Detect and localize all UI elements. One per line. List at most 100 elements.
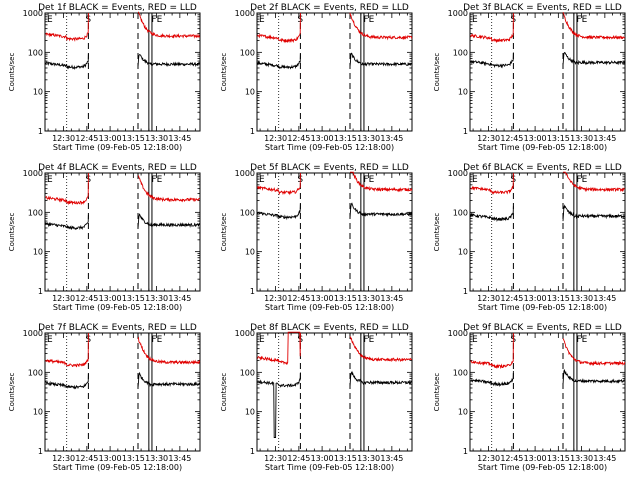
marker-label-fe: FE	[151, 175, 162, 185]
y-tick-label: 1000	[235, 9, 255, 18]
x-axis-label: Start Time (09-Feb-05 12:18:00)	[53, 463, 182, 472]
x-tick-label: 13:30	[357, 294, 380, 303]
y-tick-label: 1	[463, 127, 468, 136]
panel-det-7f: Det 7f BLACK = Events, RED = LLD 1 10 100 10…	[8, 323, 201, 472]
events-series-line	[562, 204, 626, 222]
y-tick-label: 100	[28, 48, 43, 57]
events-series-line	[470, 52, 514, 69]
x-tick-label: 13:00	[524, 134, 547, 143]
x-tick-label: 12:30	[264, 454, 287, 463]
y-axis-label: Counts/sec	[433, 213, 441, 252]
x-tick-label: 13:15	[334, 294, 357, 303]
lld-series-line	[563, 171, 625, 193]
panel-det-4f: Det 4f BLACK = Events, RED = LLD 1 10 100 10…	[8, 163, 201, 312]
y-tick-label: 1000	[23, 9, 43, 18]
lld-series-line	[257, 331, 301, 366]
x-tick-label: 13:30	[357, 454, 380, 463]
panel-det-9f: Det 9f BLACK = Events, RED = LLD 1 10 100 10…	[433, 323, 626, 472]
x-axis-label: Start Time (09-Feb-05 12:18:00)	[265, 303, 394, 312]
x-tick-label: 13:45	[593, 294, 616, 303]
panel-title: Det 9f BLACK = Events, RED = LLD	[463, 323, 622, 333]
x-tick-label: 13:00	[524, 454, 547, 463]
y-tick-label: 100	[240, 368, 255, 377]
lld-series-line	[350, 171, 413, 193]
x-tick-label: 13:15	[547, 454, 570, 463]
lld-series-line	[257, 12, 301, 44]
x-tick-label: 13:00	[311, 454, 334, 463]
lld-series-line	[470, 12, 514, 44]
x-tick-label: 12:45	[287, 134, 310, 143]
x-tick-label: 13:15	[547, 294, 570, 303]
lld-series-line	[349, 336, 413, 363]
x-tick-label: 13:45	[593, 134, 616, 143]
panel-title: Det 6f BLACK = Events, RED = LLD	[463, 163, 622, 173]
events-series-line	[562, 369, 626, 386]
y-tick-label: 1000	[448, 329, 468, 338]
x-tick-label: 13:15	[122, 134, 145, 143]
y-tick-label: 100	[453, 368, 468, 377]
lld-series-line	[349, 12, 413, 41]
marker-label-fe: FE	[151, 15, 162, 25]
y-tick-label: 10	[33, 248, 43, 257]
x-tick-label: 13:15	[334, 454, 357, 463]
x-tick-label: 13:45	[168, 294, 191, 303]
y-tick-label: 1	[38, 127, 43, 136]
x-tick-label: 12:45	[75, 454, 98, 463]
x-tick-label: 12:30	[52, 294, 75, 303]
plot-frame	[256, 172, 413, 292]
plot-frame	[44, 332, 201, 452]
y-tick-label: 1	[38, 447, 43, 456]
x-tick-label: 12:45	[75, 134, 98, 143]
panel-title: Det 2f BLACK = Events, RED = LLD	[250, 3, 409, 13]
y-axis-label: Counts/sec	[220, 373, 228, 412]
x-tick-label: 12:30	[264, 294, 287, 303]
y-tick-label: 10	[245, 248, 255, 257]
x-axis-label: Start Time (09-Feb-05 12:18:00)	[265, 143, 394, 152]
marker-label-e: E	[259, 335, 265, 345]
x-tick-label: 13:45	[168, 134, 191, 143]
x-tick-label: 12:45	[287, 294, 310, 303]
panel-title: Det 7f BLACK = Events, RED = LLD	[38, 323, 197, 333]
y-tick-label: 1	[463, 287, 468, 296]
panel-det-2f: Det 2f BLACK = Events, RED = LLD 1 10 100 10…	[220, 3, 413, 152]
events-series-line	[137, 53, 201, 68]
panel-title: Det 5f BLACK = Events, RED = LLD	[250, 163, 409, 173]
y-tick-label: 1000	[23, 169, 43, 178]
x-tick-label: 12:30	[477, 134, 500, 143]
x-tick-label: 12:30	[477, 454, 500, 463]
y-tick-label: 1	[463, 447, 468, 456]
lld-series-line	[138, 11, 201, 39]
x-tick-label: 13:15	[122, 294, 145, 303]
lld-series-line	[470, 172, 514, 195]
events-series-line	[470, 370, 514, 388]
x-tick-label: 13:15	[122, 454, 145, 463]
marker-label-fe: FE	[576, 335, 587, 345]
panel-det-3f: Det 3f BLACK = Events, RED = LLD 1 10 100 10…	[433, 3, 626, 152]
events-series-line	[257, 54, 301, 70]
marker-label-e: E	[259, 15, 265, 25]
panel-title: Det 4f BLACK = Events, RED = LLD	[38, 163, 197, 173]
lld-series-line	[257, 172, 301, 196]
y-tick-label: 10	[458, 88, 468, 97]
x-tick-label: 13:00	[99, 134, 122, 143]
events-series-line	[257, 372, 301, 438]
x-tick-label: 12:30	[52, 134, 75, 143]
plot-frame	[469, 172, 626, 292]
events-series-line	[562, 51, 626, 66]
marker-label-e: E	[472, 175, 478, 185]
marker-label-e: E	[472, 15, 478, 25]
y-tick-label: 1	[250, 287, 255, 296]
x-axis-label: Start Time (09-Feb-05 12:18:00)	[478, 143, 607, 152]
lld-series-line	[562, 338, 626, 367]
y-tick-label: 1000	[448, 169, 468, 178]
x-tick-label: 13:45	[380, 454, 403, 463]
x-tick-label: 13:15	[334, 134, 357, 143]
panel-det-8f: Det 8f BLACK = Events, RED = LLD 1 10 100 10…	[220, 323, 413, 472]
panel-title: Det 1f BLACK = Events, RED = LLD	[38, 3, 197, 13]
x-tick-label: 13:30	[357, 134, 380, 143]
y-tick-label: 1	[250, 127, 255, 136]
lld-series-line	[45, 12, 89, 42]
x-tick-label: 13:30	[570, 134, 593, 143]
marker-label-fe: FE	[576, 15, 587, 25]
lld-series-line	[45, 332, 89, 368]
